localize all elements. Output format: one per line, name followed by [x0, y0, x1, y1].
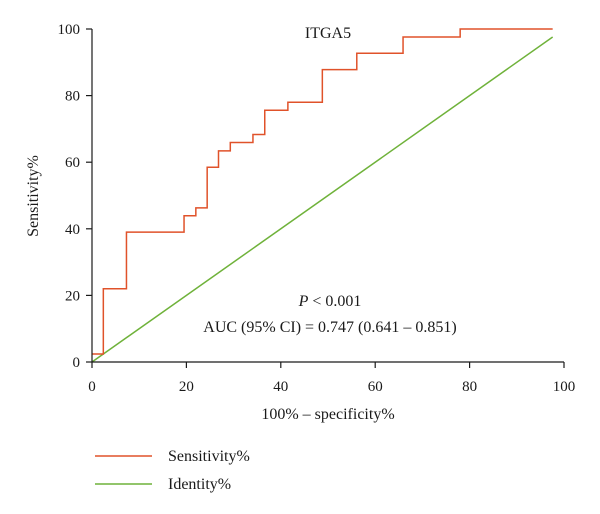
y-tick-label: 100 [58, 22, 81, 38]
x-tick-label: 40 [273, 379, 288, 395]
x-axis-label: 100% – specificity% [261, 406, 394, 423]
sensitivity-roc-line [92, 28, 553, 355]
plot-area [91, 28, 554, 363]
y-axis-label: Sensitivity% [25, 155, 42, 237]
axes [91, 29, 564, 363]
x-tick-label: 80 [462, 379, 477, 395]
y-tick-label: 40 [65, 222, 80, 238]
auc-annotation: AUC (95% CI) = 0.747 (0.641 – 0.851) [203, 319, 456, 336]
p-value-symbol: P [298, 293, 309, 310]
y-tick-label: 60 [65, 155, 80, 171]
x-tick-label: 60 [368, 379, 383, 395]
legend-label-sensitivity: Sensitivity% [168, 448, 250, 465]
y-tick-label: 20 [65, 288, 80, 304]
p-value-text: < 0.001 [308, 293, 361, 310]
x-tick-label: 100 [553, 379, 576, 395]
y-tick-label: 0 [73, 355, 81, 371]
chart-title: ITGA5 [305, 25, 351, 42]
x-tick-label: 0 [88, 379, 96, 395]
p-value-annotation: P < 0.001 [298, 293, 362, 310]
legend: Sensitivity% Identity% [95, 448, 250, 493]
identity-line [91, 36, 554, 363]
y-tick-label: 80 [65, 89, 80, 105]
x-tick-label: 20 [179, 379, 194, 395]
tick-layer: 0 20 40 60 80 100 0 20 40 60 80 100 [58, 22, 576, 395]
legend-label-identity: Identity% [168, 476, 231, 493]
